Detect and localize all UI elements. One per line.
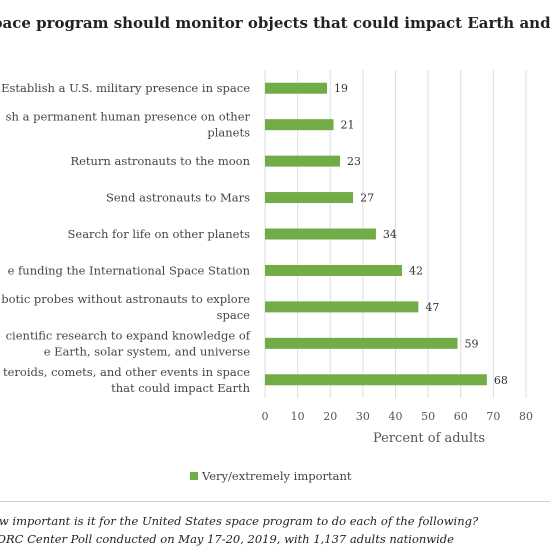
- data-label: 68: [494, 374, 508, 387]
- x-tick-label: 40: [389, 410, 403, 423]
- data-label: 19: [334, 82, 348, 95]
- x-axis-title: Percent of adults: [373, 431, 485, 446]
- bar: [265, 119, 334, 131]
- category-label: Send astronauts to Mars: [106, 191, 250, 205]
- data-label: 27: [360, 192, 374, 205]
- x-tick-label: 80: [519, 410, 533, 423]
- category-label: e funding the International Space Statio…: [8, 263, 251, 277]
- question-note: ow important is it for the United States…: [0, 514, 479, 528]
- data-label: 34: [383, 228, 397, 241]
- category-label: Search for life on other planets: [68, 227, 251, 241]
- category-label: e Earth, solar system, and universe: [44, 344, 250, 358]
- data-label: 21: [341, 119, 355, 132]
- data-label: 42: [409, 264, 423, 277]
- bar: [265, 337, 458, 349]
- data-label: 47: [425, 301, 439, 314]
- x-tick-label: 50: [421, 410, 435, 423]
- category-label: Establish a U.S. military presence in sp…: [1, 81, 250, 95]
- category-label: that could impact Earth: [111, 381, 251, 395]
- x-tick-label: 60: [454, 410, 468, 423]
- data-label: 59: [464, 337, 478, 350]
- bar: [265, 301, 419, 313]
- x-tick-label: 10: [291, 410, 305, 423]
- bar: [265, 264, 403, 276]
- source-note: IORC Center Poll conducted on May 17-20,…: [0, 532, 454, 546]
- x-tick-label: 0: [262, 410, 269, 423]
- bar: [265, 155, 341, 167]
- x-tick-label: 70: [486, 410, 500, 423]
- bar: [265, 228, 376, 240]
- category-label: planets: [207, 126, 250, 140]
- data-label: 23: [347, 155, 361, 168]
- divider: [0, 501, 550, 502]
- x-tick-label: 20: [323, 410, 337, 423]
- bar: [265, 192, 354, 204]
- chart-title: pace program should monitor objects that…: [0, 14, 550, 32]
- category-label: cientific research to expand knowledge o…: [6, 328, 251, 342]
- bar: [265, 82, 327, 94]
- legend-swatch: [190, 472, 198, 480]
- category-label: space: [217, 308, 251, 322]
- legend-label: Very/extremely important: [201, 469, 352, 483]
- category-label: sh a permanent human presence on other: [6, 110, 251, 124]
- category-label: teroids, comets, and other events in spa…: [3, 365, 250, 379]
- x-tick-label: 30: [356, 410, 370, 423]
- bar: [265, 374, 487, 386]
- category-label: Return astronauts to the moon: [70, 154, 250, 168]
- category-label: botic probes without astronauts to explo…: [1, 292, 250, 306]
- bar-chart: 19 Establish a U.S. military presence in …: [1, 70, 533, 483]
